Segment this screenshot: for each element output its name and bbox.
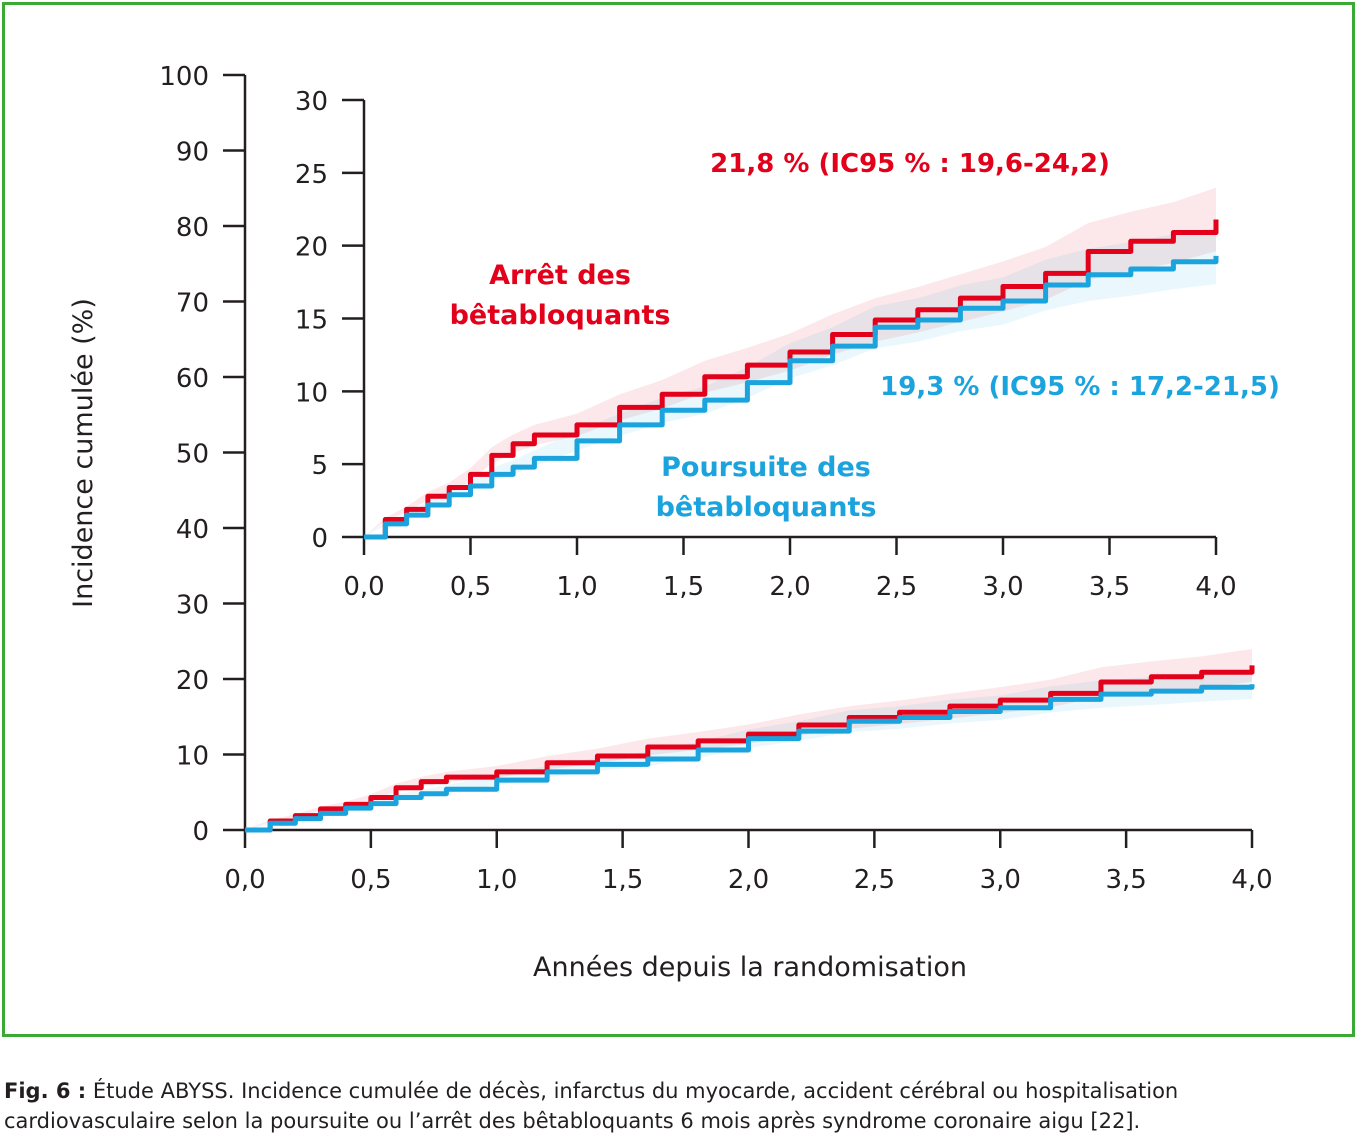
inset-y-tick-label: 0: [311, 524, 328, 554]
main-y-tick-label: 70: [176, 289, 209, 319]
main-y-tick-label: 10: [176, 742, 209, 772]
inset-x-tick-label: 2,0: [769, 572, 810, 602]
main-x-tick-label: 2,5: [854, 865, 895, 895]
inset-series-line-1: [364, 255, 1219, 540]
arret-end-label: 21,8 % (IC95 % : 19,6-24,2): [710, 149, 1110, 179]
main-x-tick-label: 2,0: [728, 865, 769, 895]
poursuite-label-line-2: bêtabloquants: [656, 492, 877, 523]
inset-y-tick-label: 5: [311, 451, 328, 481]
figure-caption: Fig. 6 : Étude ABYSS. Incidence cumulée …: [4, 1076, 1356, 1136]
arret-label-line-2: bêtabloquants: [450, 300, 671, 331]
main-x-tick-label: 1,5: [602, 865, 643, 895]
main-series-line-0: [245, 665, 1255, 833]
main-x-tick-label: 3,5: [1105, 865, 1146, 895]
main-x-tick-label: 0,5: [350, 865, 391, 895]
inset-x-tick-label: 3,5: [1089, 572, 1130, 602]
main-y-tick-label: 50: [176, 440, 209, 470]
main-y-tick-label: 40: [176, 515, 209, 545]
x-axis-label: Années depuis la randomisation: [533, 952, 967, 983]
main-y-tick-label: 100: [159, 62, 209, 92]
inset-y-tick-label: 10: [295, 378, 328, 408]
main-y-tick-label: 30: [176, 591, 209, 621]
inset-x-tick-label: 4,0: [1195, 572, 1236, 602]
inset-y-tick-label: 20: [295, 233, 328, 263]
poursuite-label-line-1: Poursuite des: [661, 452, 871, 483]
main-x-tick-label: 3,0: [980, 865, 1021, 895]
caption-label: Fig. 6 :: [4, 1079, 87, 1103]
main-y-tick-label: 90: [176, 138, 209, 168]
y-axis-label: Incidence cumulée (%): [68, 298, 99, 608]
inset-x-tick-label: 3,0: [982, 572, 1023, 602]
main-x-tick-label: 1,0: [476, 865, 517, 895]
inset-x-tick-label: 1,5: [663, 572, 704, 602]
inset-x-tick-label: 1,0: [556, 572, 597, 602]
poursuite-end-label: 19,3 % (IC95 % : 17,2-21,5): [880, 372, 1280, 402]
figure-frame: [2, 2, 1355, 1037]
inset-y-tick-label: 30: [295, 87, 328, 117]
main-x-tick-label: 0,0: [224, 865, 265, 895]
main-y-tick-label: 60: [176, 364, 209, 394]
inset-y-tick-label: 25: [295, 160, 328, 190]
inset-x-tick-label: 0,5: [450, 572, 491, 602]
inset-y-tick-label: 15: [295, 306, 328, 336]
main-y-tick-label: 20: [176, 666, 209, 696]
main-y-tick-label: 0: [192, 817, 209, 847]
main-x-tick-label: 4,0: [1231, 865, 1272, 895]
main-series-line-1: [245, 684, 1255, 833]
main-y-tick-label: 80: [176, 213, 209, 243]
inset-series-line-0: [364, 219, 1219, 540]
inset-x-tick-label: 0,0: [343, 572, 384, 602]
inset-x-tick-label: 2,5: [876, 572, 917, 602]
arret-label-line-1: Arrêt des: [489, 260, 631, 291]
caption-text: Étude ABYSS. Incidence cumulée de décès,…: [4, 1079, 1179, 1133]
